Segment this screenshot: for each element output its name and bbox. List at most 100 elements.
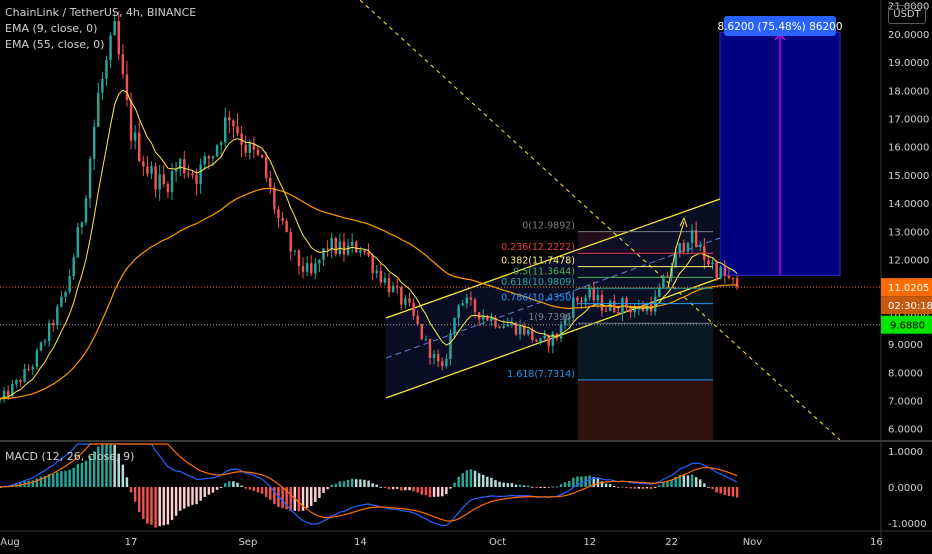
candle-body	[6, 390, 10, 396]
candle-body	[490, 317, 493, 321]
candle-body	[535, 339, 538, 342]
candle-body	[395, 285, 399, 288]
macd-histogram-bar	[731, 487, 735, 497]
signal-line	[0, 443, 738, 522]
macd-histogram-bar	[653, 487, 657, 488]
macd-histogram-bar	[441, 487, 444, 497]
macd-histogram-bar	[72, 467, 75, 487]
candle-body	[342, 241, 346, 255]
candle-body	[592, 288, 596, 301]
macd-histogram-bar	[39, 476, 43, 487]
macd-histogram-bar	[506, 483, 510, 487]
macd-histogram-bar	[215, 487, 219, 490]
macd-histogram-bar	[711, 487, 714, 490]
candle-body	[723, 267, 727, 276]
macd-histogram-bar	[662, 482, 665, 487]
legend-symbol[interactable]: ChainLink / TetherUS, 4h, BINANCE	[5, 6, 197, 19]
y-tick-label: 12.0000	[888, 255, 929, 266]
macd-y-tick-label: 1.0000	[888, 447, 923, 458]
macd-histogram-bar	[105, 444, 108, 487]
macd-histogram-bar	[428, 487, 432, 498]
candle-body	[330, 237, 333, 250]
candle-body	[682, 242, 686, 252]
macd-histogram-bar	[408, 487, 411, 491]
macd-histogram-bar	[518, 484, 522, 487]
candle-body	[35, 350, 39, 367]
x-tick-label: Aug	[0, 537, 20, 548]
macd-histogram-bar	[727, 487, 731, 497]
candle-body	[527, 329, 530, 335]
macd-histogram-bar	[162, 487, 166, 526]
candle-body	[297, 250, 301, 266]
candle-body	[588, 288, 591, 298]
candle-body	[617, 311, 620, 314]
candle-body	[121, 54, 125, 75]
candle-body	[658, 288, 661, 297]
candle-body	[735, 278, 739, 288]
macd-histogram-bar	[314, 487, 317, 503]
countdown-label: 02:30:18	[888, 301, 932, 312]
candle-body	[113, 21, 116, 36]
macd-histogram-bar	[539, 487, 542, 488]
macd-histogram-bar	[502, 482, 505, 487]
macd-histogram-bar	[592, 477, 596, 487]
candle-body	[559, 324, 563, 339]
macd-histogram-bar	[273, 487, 276, 504]
macd-histogram-bar	[338, 481, 342, 487]
candle-body	[334, 237, 338, 255]
candle-body	[199, 164, 202, 184]
macd-histogram-bar	[670, 479, 673, 487]
macd-histogram-bar	[371, 483, 374, 487]
y-tick-label: 13.0000	[888, 227, 929, 238]
legend-ema-fast[interactable]: EMA (9, close, 0)	[5, 22, 98, 35]
candle-body	[473, 299, 477, 313]
y-tick-label: 15.0000	[888, 171, 929, 182]
legend-ema-slow[interactable]: EMA (55, close, 0)	[5, 38, 105, 51]
candle-body	[187, 173, 190, 175]
x-tick-label: Sep	[238, 537, 257, 548]
candle-body	[400, 287, 403, 305]
macd-histogram-bar	[629, 487, 632, 489]
macd-histogram-bar	[43, 476, 47, 487]
fib-zone-band	[578, 323, 713, 380]
candle-body	[666, 275, 669, 277]
macd-histogram-bar	[678, 474, 681, 487]
macd-histogram-bar	[641, 487, 645, 490]
legend-macd[interactable]: MACD (12, 26, close, 9)	[5, 450, 135, 463]
candle-body	[367, 251, 370, 256]
macd-histogram-bar	[375, 484, 378, 487]
candle-body	[371, 255, 374, 273]
candle-body	[273, 187, 276, 210]
macd-histogram-bar	[527, 485, 530, 487]
candle-body	[11, 383, 14, 396]
candle-body	[256, 149, 260, 155]
currency-badge[interactable]: USDT	[888, 5, 926, 24]
macd-histogram-bar	[674, 476, 677, 487]
candle-body	[326, 248, 329, 250]
candle-body	[183, 159, 186, 174]
macd-histogram-bar	[84, 460, 88, 487]
candle-body	[0, 398, 2, 401]
macd-histogram-bar	[133, 487, 137, 502]
candle-body	[662, 275, 665, 289]
macd-histogram-bar	[604, 483, 608, 487]
macd-histogram-bar	[256, 487, 260, 493]
candle-body	[318, 259, 321, 264]
macd-histogram-bar	[572, 477, 575, 487]
candle-body	[404, 298, 407, 305]
candle-body	[314, 263, 317, 274]
macd-histogram-bar	[31, 480, 34, 487]
macd-histogram-bar	[236, 482, 239, 487]
candle-body	[707, 260, 710, 265]
candle-body	[375, 270, 378, 273]
candle-body	[379, 270, 383, 283]
macd-histogram-bar	[465, 470, 469, 487]
candle-body	[158, 174, 161, 190]
candle-body	[125, 74, 129, 100]
macd-histogram-bar	[252, 487, 256, 491]
macd-histogram-bar	[645, 487, 649, 489]
candle-body	[567, 317, 571, 320]
candle-body	[731, 277, 735, 279]
